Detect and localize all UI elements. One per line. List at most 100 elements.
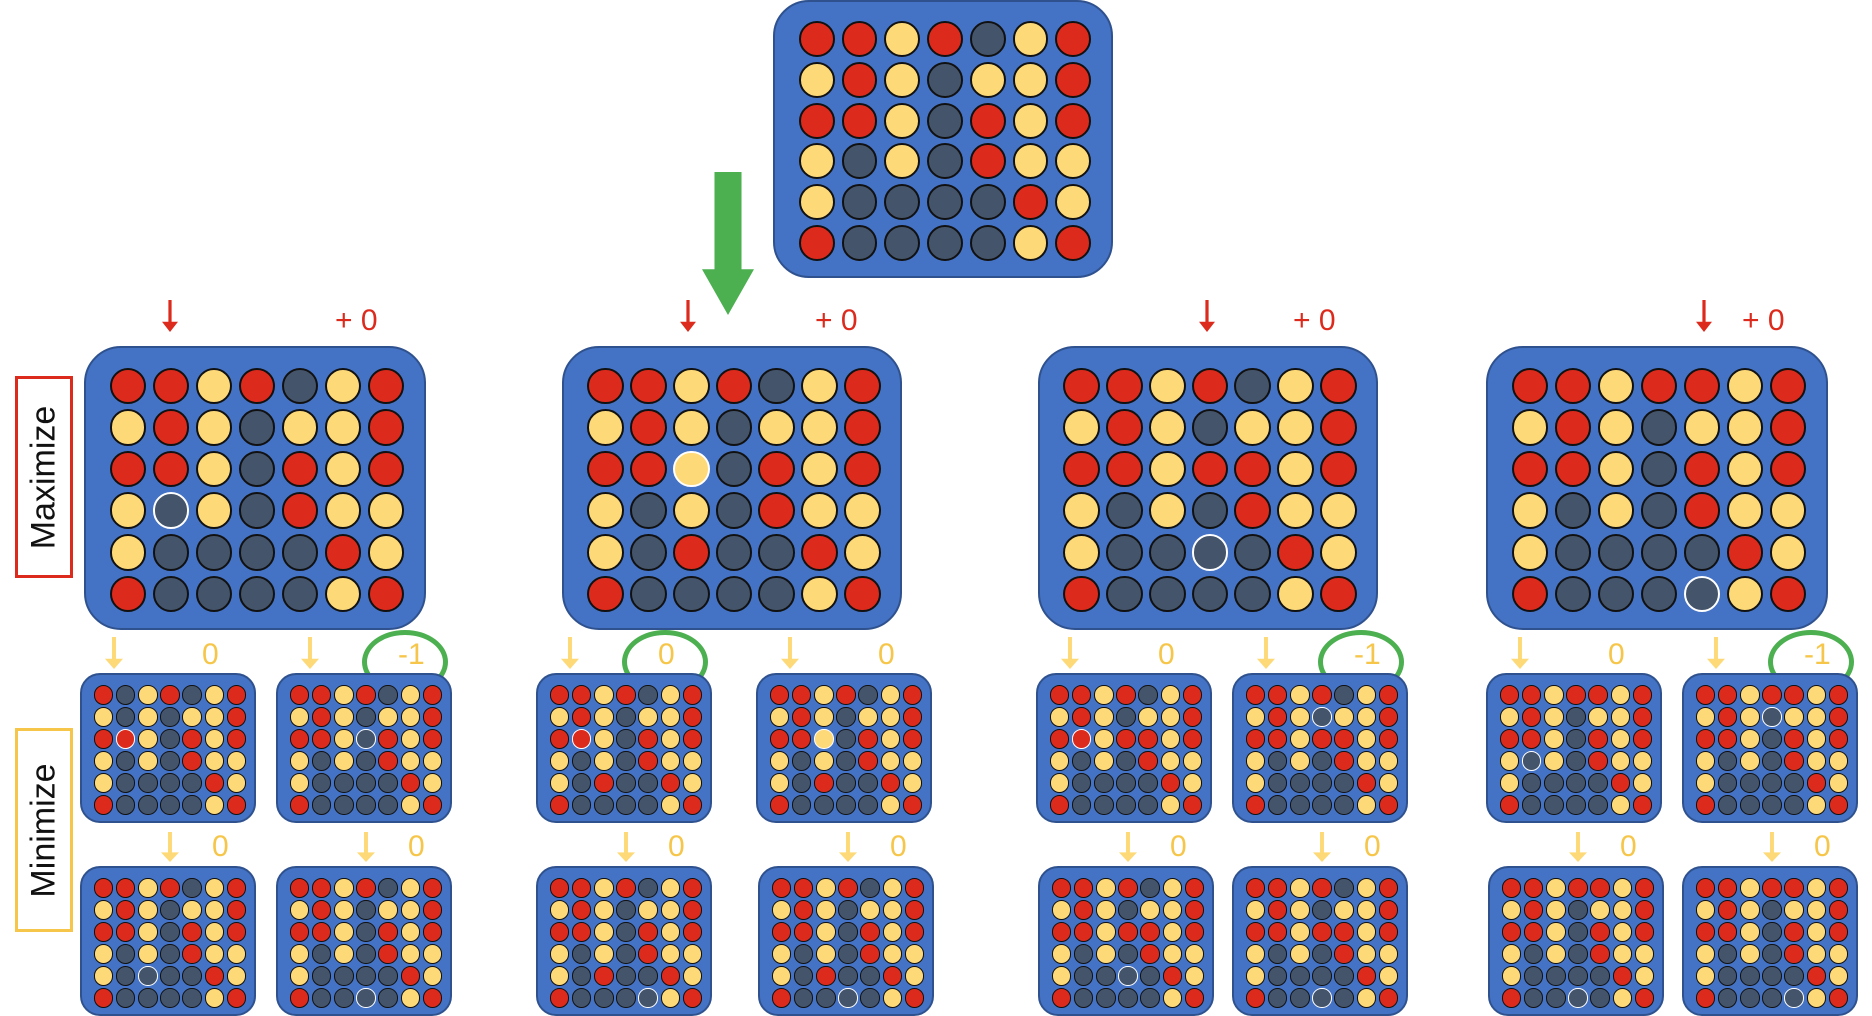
yellow-piece — [1378, 966, 1399, 986]
empty-slot — [238, 450, 276, 488]
empty-slot — [838, 988, 858, 1008]
empty-slot — [1554, 492, 1592, 530]
red-piece — [400, 773, 420, 793]
red-piece — [1378, 707, 1399, 727]
yellow-piece — [1245, 707, 1266, 727]
yellow-piece — [1290, 922, 1310, 942]
red-piece — [792, 707, 812, 727]
yellow-piece — [1148, 409, 1186, 446]
red-piece — [1074, 900, 1094, 920]
red-piece — [312, 707, 332, 727]
yellow-piece — [1806, 795, 1826, 815]
red-piece — [109, 367, 147, 405]
red-piece — [1784, 944, 1804, 964]
yellow-piece — [1051, 966, 1072, 986]
yellow-piece — [769, 707, 790, 727]
yellow-piece — [109, 409, 147, 446]
red-piece — [1522, 707, 1542, 727]
red-piece — [594, 773, 614, 793]
empty-slot — [160, 966, 180, 986]
yellow-piece — [1012, 224, 1049, 261]
empty-slot — [572, 966, 592, 986]
red-piece — [1499, 795, 1520, 815]
red-piece — [422, 729, 443, 749]
red-piece — [93, 922, 114, 942]
yellow-piece — [1063, 409, 1101, 446]
empty-slot — [160, 988, 180, 1008]
yellow-piece — [334, 900, 354, 920]
empty-slot — [356, 900, 376, 920]
yellow-down-arrow-icon — [561, 637, 579, 669]
yellow-piece — [1806, 922, 1826, 942]
yellow-piece — [1695, 773, 1716, 793]
yellow-piece — [334, 729, 354, 749]
yellow-down-arrow-icon — [1569, 832, 1587, 862]
yellow-piece — [1501, 944, 1522, 964]
yellow-piece — [1094, 707, 1114, 727]
empty-slot — [594, 795, 614, 815]
yellow-piece — [1148, 367, 1186, 405]
yellow-piece — [138, 878, 158, 898]
empty-slot — [1590, 988, 1610, 1008]
red-piece — [1138, 729, 1158, 749]
empty-slot — [860, 966, 880, 986]
yellow-piece — [400, 751, 420, 771]
empty-slot — [1118, 944, 1138, 964]
red-piece — [312, 900, 332, 920]
red-piece — [1632, 707, 1653, 727]
empty-slot — [838, 966, 858, 986]
red-piece — [182, 922, 202, 942]
red-piece — [1138, 751, 1158, 771]
yellow-piece — [1544, 707, 1564, 727]
empty-slot — [1234, 367, 1272, 405]
yellow-piece — [138, 922, 158, 942]
red-piece — [1726, 534, 1764, 571]
yellow-piece — [334, 878, 354, 898]
red-piece — [902, 729, 923, 749]
yellow-piece — [204, 751, 224, 771]
red-piece — [1769, 367, 1807, 405]
red-piece — [1182, 729, 1203, 749]
yellow-piece — [594, 922, 614, 942]
empty-slot — [1072, 795, 1092, 815]
yellow-piece — [1356, 944, 1376, 964]
yellow-piece — [660, 729, 680, 749]
yellow-piece — [587, 534, 625, 571]
yellow-piece — [638, 900, 658, 920]
red-piece — [1554, 367, 1592, 405]
yellow-piece — [204, 878, 224, 898]
max-move-board — [1486, 346, 1828, 630]
yellow-piece — [1319, 534, 1357, 571]
empty-slot — [1094, 773, 1114, 793]
yellow-piece — [204, 729, 224, 749]
yellow-piece — [587, 409, 625, 446]
yellow-piece — [682, 944, 703, 964]
empty-slot — [1762, 729, 1782, 749]
empty-slot — [836, 795, 856, 815]
red-piece — [1718, 729, 1738, 749]
red-piece — [792, 685, 812, 705]
red-piece — [160, 878, 180, 898]
yellow-piece — [816, 878, 836, 898]
empty-slot — [1290, 988, 1310, 1008]
red-piece — [715, 367, 753, 405]
yellow-piece — [1290, 751, 1310, 771]
yellow-piece — [1590, 900, 1610, 920]
yellow-piece — [549, 944, 570, 964]
yellow-piece — [1784, 900, 1804, 920]
red-piece — [1072, 707, 1092, 727]
red-piece — [356, 878, 376, 898]
yellow-piece — [1356, 729, 1376, 749]
red-piece — [769, 795, 790, 815]
yellow-piece — [226, 773, 247, 793]
yellow-piece — [1695, 966, 1716, 986]
red-down-arrow-icon — [1696, 300, 1712, 332]
yellow-piece — [204, 988, 224, 1008]
red-piece — [226, 900, 247, 920]
yellow-piece — [1160, 685, 1180, 705]
empty-slot — [1118, 966, 1138, 986]
yellow-piece — [660, 900, 680, 920]
red-piece — [858, 751, 878, 771]
yellow-piece — [1162, 922, 1182, 942]
red-piece — [1051, 988, 1072, 1008]
